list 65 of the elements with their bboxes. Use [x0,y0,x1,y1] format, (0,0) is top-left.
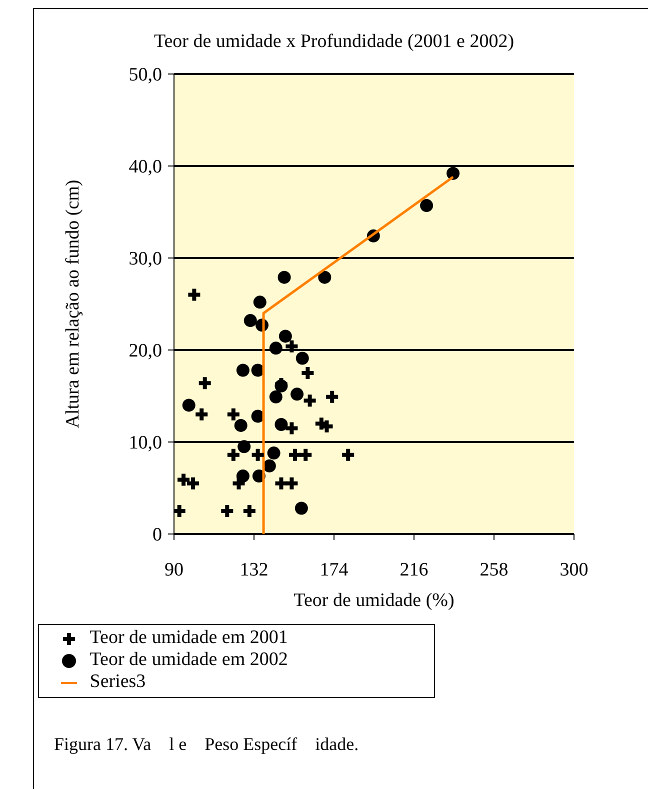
y-tick-label: 30,0 [128,248,162,270]
point [446,166,460,180]
point [227,448,240,461]
point [269,390,282,404]
y-tick-label: 0 [152,524,162,546]
text: idade. [315,734,359,755]
point [286,340,298,352]
point [188,288,200,301]
point [236,364,250,377]
point [234,418,248,432]
point [196,408,208,420]
point [286,477,298,490]
point [187,477,200,490]
legend-label: Teor de umidade em 2002 [90,649,288,670]
point [198,377,211,390]
x-axis-title: Teor de umidade (%) [294,590,454,611]
point [251,410,264,423]
point [253,296,266,309]
point [286,422,298,434]
y-axis-title: Altura em relação ao fundo (cm) [62,180,84,428]
point [267,446,280,460]
point [302,367,314,379]
point [275,477,288,490]
point [243,505,256,517]
point [244,314,257,328]
point [294,502,308,515]
text: Figura 17. Va [54,734,152,755]
point [278,270,291,284]
point [252,448,264,461]
y-tick-label: 40,0 [128,156,162,178]
point [342,448,354,461]
text: l e [169,734,187,755]
point [238,440,251,454]
point [269,342,282,355]
y-tick-label: 10,0 [128,432,162,454]
point [278,330,292,343]
point [420,199,434,212]
point [227,408,240,420]
point [296,352,309,365]
point [300,448,312,461]
x-tick-label: 90 [164,559,184,580]
y-tick-label: 50,0 [128,64,162,86]
point [174,505,186,517]
x-tick-label: 300 [560,559,588,580]
point [262,459,276,472]
point [290,388,304,401]
point [318,270,332,284]
point [304,394,316,407]
point [274,418,288,432]
y-tick-label: 20,0 [128,340,162,362]
point [232,477,245,490]
legend-label: Series3 [90,671,146,692]
point [221,505,234,517]
legend-label: Teor de umidade em 2001 [90,627,288,648]
x-tick-label: 216 [400,559,428,580]
point [178,474,190,486]
x-tick-label: 258 [480,559,508,580]
point [182,398,196,412]
text: Peso Específ [204,734,298,755]
chart-title: Teor de umidade x Profundidade (2001 e 2002) [152,31,516,53]
point [288,448,301,461]
point [251,364,264,377]
point [326,390,338,403]
x-tick-label: 132 [240,559,268,580]
x-tick-label: 174 [320,559,349,580]
